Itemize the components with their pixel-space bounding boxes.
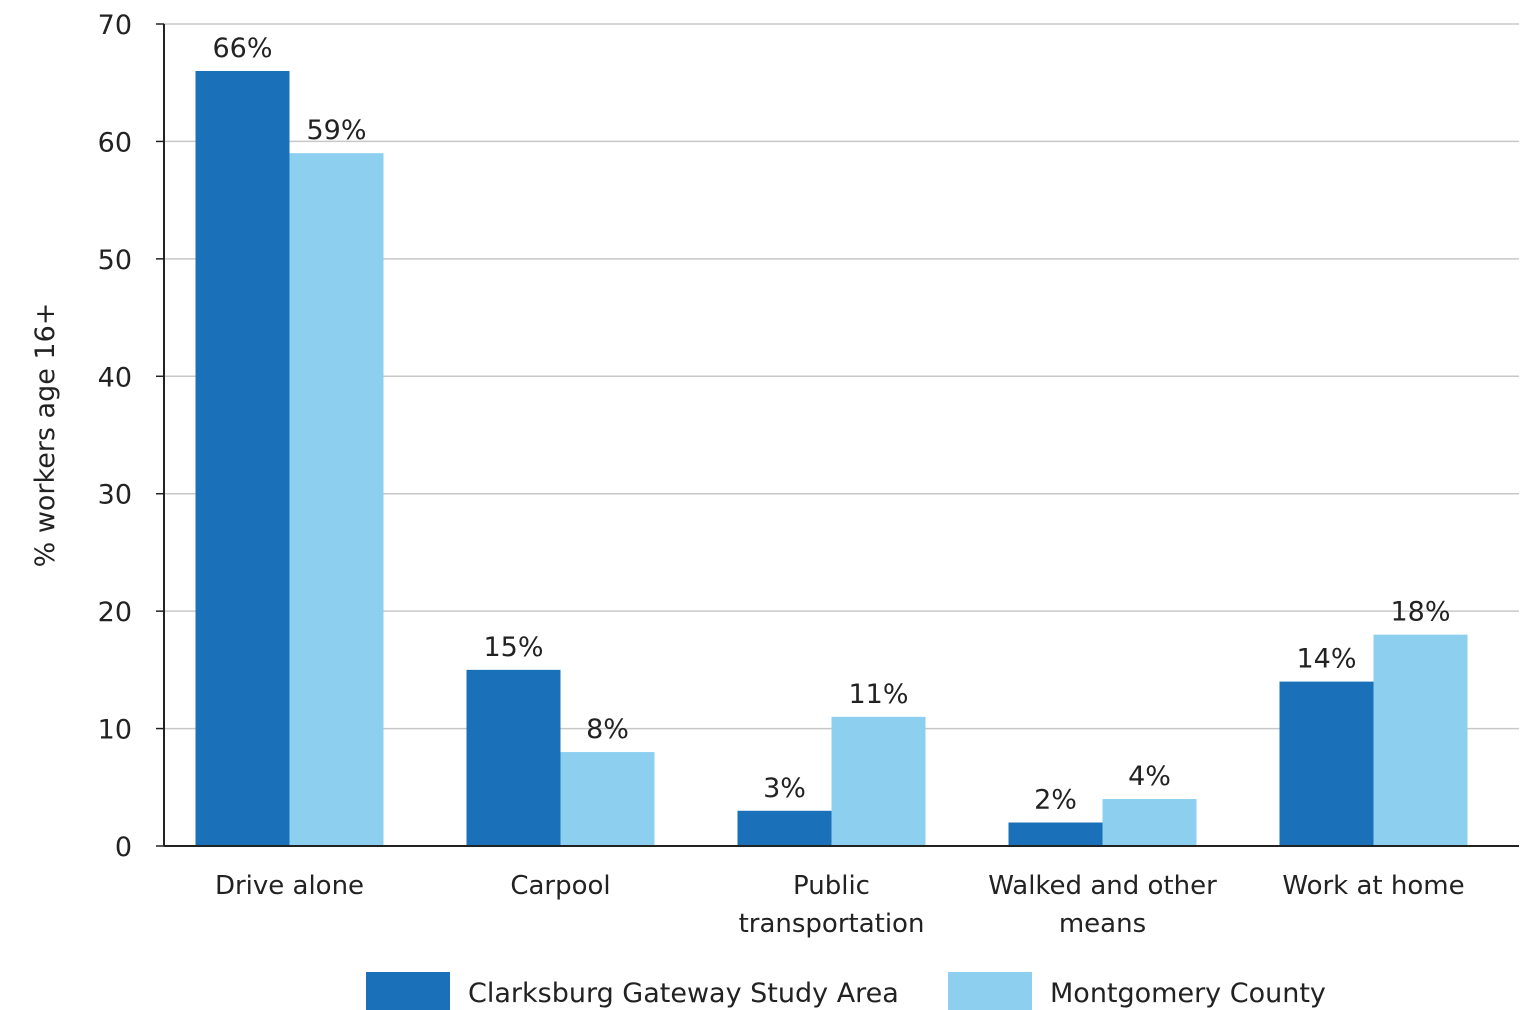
data-label: 18% (1390, 597, 1450, 628)
bar-montgomery (831, 716, 926, 846)
y-tick-label: 40 (98, 362, 132, 393)
y-tick-label: 0 (115, 832, 132, 863)
category-label: Drive alone (215, 871, 364, 901)
legend-label-montgomery: Montgomery County (1050, 978, 1326, 1009)
bar-clarksburg (1279, 681, 1374, 846)
category-label: Public transportation (739, 871, 925, 939)
y-tick-label: 50 (98, 245, 132, 276)
bar-montgomery (560, 752, 655, 846)
legend: Clarksburg Gateway Study Area Montgomery… (366, 972, 1326, 1010)
bar-clarksburg (737, 810, 832, 846)
bar-clarksburg (1008, 822, 1103, 846)
data-label: 4% (1128, 761, 1171, 792)
y-tick-label: 10 (98, 715, 132, 746)
y-tick-label: 70 (98, 10, 132, 41)
data-label: 2% (1034, 785, 1077, 816)
legend-swatch-clarksburg (366, 972, 450, 1010)
data-label: 8% (586, 714, 629, 745)
data-labels: 66% 59% 15% 8% 3% 11% 2% 4% 14% 18% (212, 33, 1450, 816)
bars (195, 70, 1468, 846)
bar-montgomery (289, 153, 384, 846)
data-label: 3% (763, 773, 806, 804)
bar-montgomery (1373, 634, 1468, 846)
data-label: 14% (1296, 644, 1356, 675)
category-label: Carpool (510, 871, 610, 901)
y-tick-labels: 0 10 20 30 40 50 60 70 (98, 10, 164, 863)
bar-clarksburg (195, 70, 290, 846)
y-tick-label: 30 (98, 480, 132, 511)
bar-clarksburg (466, 669, 561, 846)
category-labels: Drive alone Carpool Public transportation Wa… (215, 871, 1465, 939)
legend-swatch-montgomery (948, 972, 1032, 1010)
legend-label-clarksburg: Clarksburg Gateway Study Area (468, 978, 899, 1009)
data-label: 66% (212, 33, 272, 64)
data-label: 11% (848, 679, 908, 710)
bar-montgomery (1102, 799, 1197, 846)
category-label: Walked and other means (988, 871, 1217, 939)
y-tick-label: 20 (98, 597, 132, 628)
data-label: 15% (483, 632, 543, 663)
category-label: Work at home (1282, 871, 1464, 901)
data-label: 59% (306, 115, 366, 146)
gridlines (164, 23, 1519, 730)
y-axis-title: % workers age 16+ (30, 303, 61, 568)
y-tick-label: 60 (98, 127, 132, 158)
axes (163, 24, 1519, 847)
